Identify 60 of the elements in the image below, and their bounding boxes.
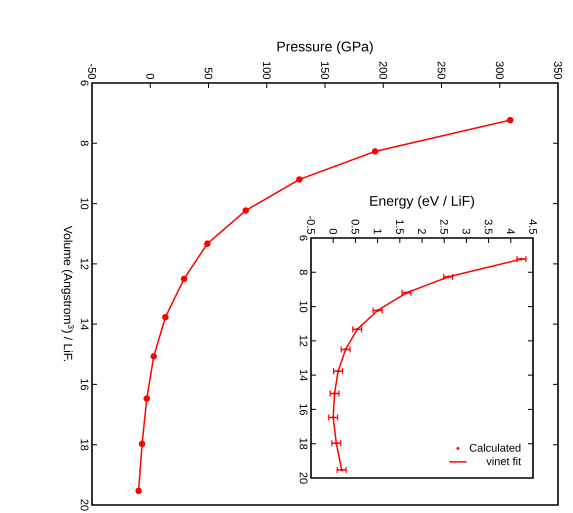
point xyxy=(356,328,359,331)
point xyxy=(520,258,523,261)
point xyxy=(242,207,250,214)
point xyxy=(446,275,450,278)
y-tick-label: 6 xyxy=(300,236,308,241)
y-tick-label: 18 xyxy=(80,439,88,450)
point xyxy=(180,276,188,282)
x-tick-label: 2 xyxy=(418,228,426,234)
x-tick-label: 3 xyxy=(462,228,470,234)
x-axis-title: Energy (eV / LiF) xyxy=(370,196,474,209)
x-tick-label: 4.5 xyxy=(529,219,537,234)
y-tick-label: 6 xyxy=(80,80,88,86)
legend-label: Calculated xyxy=(470,444,520,452)
point xyxy=(204,240,211,247)
y-tick-label: 14 xyxy=(80,318,88,330)
x-tick-label: 150 xyxy=(321,62,329,80)
y-tick-label: 12 xyxy=(300,336,308,346)
x-tick-label: -50 xyxy=(88,64,96,80)
x-tick-label: 3.5 xyxy=(484,220,492,234)
x-axis-title: Pressure (GPa) xyxy=(278,41,373,54)
point xyxy=(138,440,146,448)
y-tick-label: 20 xyxy=(80,499,88,511)
x-tick-label: 100 xyxy=(262,62,271,80)
point xyxy=(376,309,380,312)
y-tick-label: 18 xyxy=(300,438,308,450)
point xyxy=(372,148,378,155)
x-tick-label: 1.5 xyxy=(396,220,404,234)
y-tick-label: 8 xyxy=(300,270,308,275)
x-tick-label: 1 xyxy=(374,229,382,234)
x-tick-label: 0 xyxy=(146,74,154,80)
y-tick-label: 14 xyxy=(300,370,308,381)
y-tick-label: 8 xyxy=(80,140,88,146)
x-tick-label: 50 xyxy=(204,68,212,80)
legend-label: vinet fit xyxy=(486,457,522,466)
y-tick-label: 12 xyxy=(80,258,88,270)
y-tick-label: 16 xyxy=(80,379,88,390)
point xyxy=(336,370,340,373)
point xyxy=(144,395,150,402)
y-axis-title: Volume (Angstrom$^{3}$) / LiF. xyxy=(61,226,74,362)
x-tick-label: 0 xyxy=(329,228,338,234)
point xyxy=(506,116,514,124)
point xyxy=(135,488,142,494)
point xyxy=(150,353,157,360)
y-tick-label: 16 xyxy=(300,404,308,416)
x-tick-label: 4 xyxy=(507,228,515,234)
point xyxy=(404,291,408,294)
x-tick-label: -0.5 xyxy=(307,216,315,234)
x-tick-label: 350 xyxy=(554,62,562,80)
y-tick-label: 10 xyxy=(300,301,308,312)
point xyxy=(334,442,338,445)
x-tick-label: 2.5 xyxy=(440,220,448,234)
x-tick-label: 200 xyxy=(379,62,388,80)
x-tick-label: 250 xyxy=(438,62,446,80)
y-tick-label: 20 xyxy=(300,472,308,484)
x-tick-label: 300 xyxy=(496,62,504,80)
point xyxy=(296,176,303,183)
point xyxy=(162,314,169,320)
point xyxy=(344,348,348,351)
x-tick-label: 0.5 xyxy=(352,220,360,234)
y-tick-label: 10 xyxy=(80,198,88,210)
